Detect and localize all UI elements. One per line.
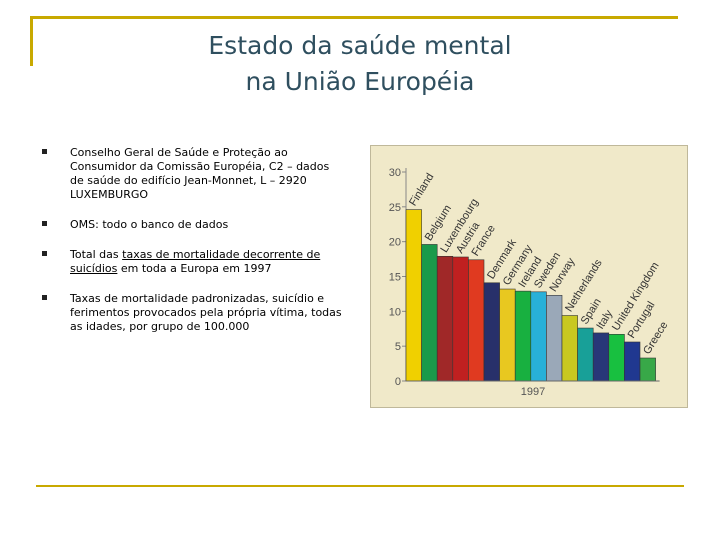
bullet-square-icon	[42, 149, 47, 154]
bar	[530, 291, 547, 382]
bar	[421, 244, 438, 382]
bar	[624, 341, 641, 382]
bar	[592, 332, 610, 382]
bar	[608, 334, 625, 382]
bar	[499, 288, 516, 382]
frame-bottom-line	[36, 485, 684, 487]
bullet-text: Taxas de mortalidade padronizadas, suicí…	[70, 292, 342, 333]
slide-title: Estado da saúde mental na União Européia	[60, 28, 660, 100]
bar	[514, 290, 532, 382]
title-line-1: Estado da saúde mental	[208, 31, 512, 60]
bullet-list: Conselho Geral de Saúde e Proteção ao Co…	[40, 146, 345, 350]
bullet-text: Conselho Geral de Saúde e Proteção ao Co…	[70, 146, 330, 201]
bar	[468, 259, 485, 382]
x-axis-label: 1997	[521, 386, 545, 398]
bar	[639, 357, 656, 382]
bar-category-label: Finland	[407, 171, 436, 208]
frame-top-line	[30, 16, 678, 19]
bar-category-label: Greece	[641, 320, 670, 357]
bar	[405, 209, 422, 382]
bar	[577, 327, 594, 382]
y-tick-label: 5	[395, 341, 401, 353]
bullet-text: OMS: todo o banco de dados	[70, 218, 229, 231]
y-tick-label: 25	[389, 202, 401, 214]
bar	[483, 282, 500, 382]
bullet-square-icon	[42, 221, 47, 226]
bullet-item-3: Total das taxas de mortalidade decorrent…	[40, 248, 345, 276]
y-tick-label: 30	[389, 167, 401, 179]
bullet-text-pre: Total das	[70, 248, 123, 261]
y-tick-label: 10	[389, 306, 401, 318]
frame-left-line	[30, 16, 33, 66]
title-line-2: na União Européia	[245, 67, 475, 96]
y-tick-label: 20	[389, 237, 401, 249]
bullet-text-post: em toda a Europa em 1997	[117, 262, 272, 275]
bullet-item-2: OMS: todo o banco de dados	[40, 218, 345, 232]
bullet-square-icon	[42, 251, 47, 256]
bullet-text-underlined: taxas de mortalidade decorrente de suicí…	[70, 248, 321, 275]
bullet-item-4: Taxas de mortalidade padronizadas, suicí…	[40, 292, 345, 334]
y-tick-label: 0	[395, 376, 401, 388]
bar	[452, 256, 469, 382]
suicide-rate-chart: 0 5 10 15 20 25 30 Finland Belgium Luxembourg Aust…	[370, 145, 688, 408]
bar	[561, 315, 578, 382]
bar	[546, 295, 563, 382]
bullet-square-icon	[42, 295, 47, 300]
bar	[436, 255, 454, 382]
y-tick-label: 15	[389, 272, 401, 284]
bullet-item-1: Conselho Geral de Saúde e Proteção ao Co…	[40, 146, 345, 202]
